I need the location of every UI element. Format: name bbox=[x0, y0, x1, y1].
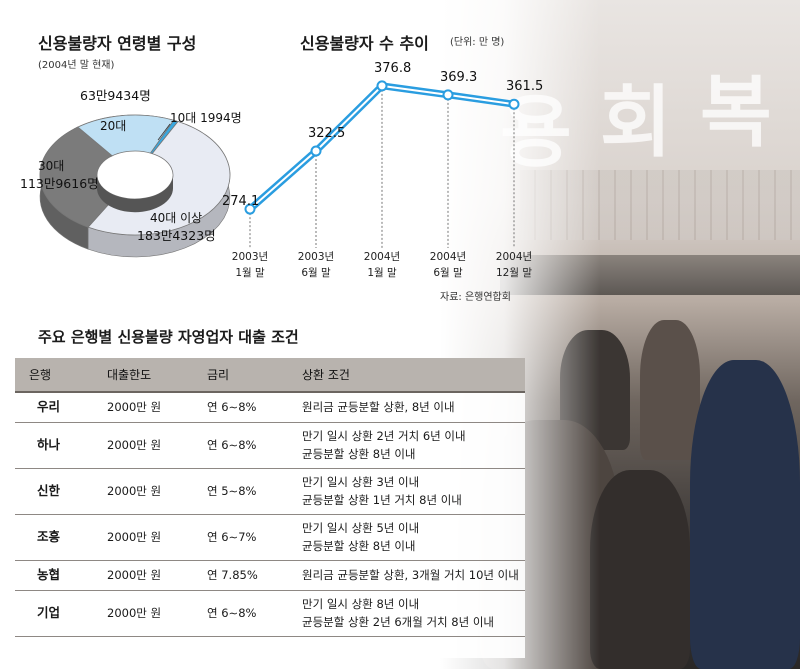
interest-rate: 연 6∼8% bbox=[193, 422, 288, 469]
loan-limit: 2000만 원 bbox=[93, 560, 193, 591]
donut-hole-wall bbox=[97, 175, 173, 213]
condition-line: 원리금 균등분할 상환, 8년 이내 bbox=[302, 400, 455, 415]
data-label: 322.5 bbox=[308, 126, 345, 141]
condition-line: 만기 일시 상환 5년 이내 bbox=[302, 521, 420, 535]
condition-line: 균등분할 상환 1년 거치 8년 이내 bbox=[302, 493, 462, 507]
x-tick-label: 2004년 bbox=[430, 251, 466, 263]
loan-limit: 2000만 원 bbox=[93, 590, 193, 637]
source-note: 자료: 은행연합회 bbox=[440, 292, 511, 303]
donut-slice bbox=[39, 126, 117, 228]
condition-line: 균등분할 상환 8년 이내 bbox=[302, 539, 416, 553]
bank-name: 농협 bbox=[15, 560, 93, 591]
bank-name: 신한 bbox=[15, 468, 93, 515]
data-point bbox=[508, 98, 520, 110]
donut-leader-line bbox=[157, 123, 171, 141]
x-tick-label: 1월 말 bbox=[367, 267, 397, 279]
condition-line: 원리금 균등분할 상환, 3개월 거치 10년 이내 bbox=[302, 568, 519, 582]
interest-rate: 연 6∼8% bbox=[193, 392, 288, 423]
donut-slice-label: 30대 bbox=[38, 159, 64, 173]
bank-name: 조흥 bbox=[15, 514, 93, 561]
interest-rate: 연 7.85% bbox=[193, 560, 288, 591]
loan-limit: 2000만 원 bbox=[93, 422, 193, 469]
header-limit: 대출한도 bbox=[93, 358, 193, 393]
header-rate: 금리 bbox=[193, 358, 288, 393]
repayment-condition: 원리금 균등분할 상환, 8년 이내 bbox=[288, 392, 525, 423]
table-row: 농협 2000만 원 연 7.85% 원리금 균등분할 상환, 3개월 거치 1… bbox=[15, 560, 525, 591]
loan-conditions-table: 은행 대출한도 금리 상환 조건 우리 2000만 원 연 6∼8% 원리금 균… bbox=[15, 358, 525, 637]
x-tick-label: 2003년 bbox=[298, 251, 334, 263]
donut-chart: 63만9434명 20대 10대 1994명 40대 이상 183만4323명 30대 11… bbox=[20, 88, 242, 258]
condition-line: 균등분할 상환 2년 6개월 거치 8년 이내 bbox=[302, 615, 495, 629]
donut-slice-label: 20대 bbox=[100, 119, 126, 133]
line-unit: (단위: 만 명) bbox=[450, 37, 505, 48]
loan-limit: 2000만 원 bbox=[93, 468, 193, 515]
condition-line: 만기 일시 상환 2년 거치 6년 이내 bbox=[302, 429, 466, 443]
bank-name: 기업 bbox=[15, 590, 93, 637]
loan-limit: 2000만 원 bbox=[93, 514, 193, 561]
loan-limit: 2000만 원 bbox=[93, 392, 193, 423]
bank-name: 우리 bbox=[15, 392, 93, 423]
donut-value-label: 113만9616명 bbox=[20, 176, 99, 191]
interest-rate: 연 5∼8% bbox=[193, 468, 288, 515]
table-header-row: 은행 대출한도 금리 상환 조건 bbox=[15, 358, 525, 393]
header-bank: 은행 bbox=[15, 358, 93, 393]
data-label: 376.8 bbox=[374, 61, 411, 76]
data-point bbox=[376, 80, 388, 92]
donut-title: 신용불량자 연령별 구성 bbox=[38, 34, 197, 53]
repayment-condition: 원리금 균등분할 상환, 3개월 거치 10년 이내 bbox=[288, 560, 525, 591]
x-tick-label: 2004년 bbox=[496, 251, 532, 263]
interest-rate: 연 6∼7% bbox=[193, 514, 288, 561]
data-point bbox=[244, 203, 256, 215]
x-tick-label: 1월 말 bbox=[235, 267, 265, 279]
data-label: 361.5 bbox=[506, 79, 543, 94]
header-conditions: 상환 조건 bbox=[288, 358, 525, 393]
donut-slice-label: 40대 이상 bbox=[150, 211, 202, 225]
background-photo: 용 회 복 bbox=[440, 0, 800, 669]
table-title: 주요 은행별 신용불량 자영업자 대출 조건 bbox=[38, 328, 299, 346]
data-label: 369.3 bbox=[440, 70, 477, 85]
x-tick-label: 6월 말 bbox=[433, 267, 463, 279]
data-label: 274.1 bbox=[222, 194, 259, 209]
x-tick-label: 12월 말 bbox=[496, 267, 532, 279]
donut-value-label: 63만9434명 bbox=[80, 88, 151, 103]
condition-line: 균등분할 상환 8년 이내 bbox=[302, 447, 416, 461]
bank-name: 하나 bbox=[15, 422, 93, 469]
condition-line: 만기 일시 상환 3년 이내 bbox=[302, 475, 420, 489]
condition-line: 만기 일시 상환 8년 이내 bbox=[302, 597, 420, 611]
donut-value-label: 183만4323명 bbox=[137, 228, 216, 243]
data-point bbox=[310, 145, 322, 157]
x-tick-label: 6월 말 bbox=[301, 267, 331, 279]
line-title: 신용불량자 수 추이 bbox=[300, 34, 429, 53]
table-row: 우리 2000만 원 연 6∼8% 원리금 균등분할 상환, 8년 이내 bbox=[15, 392, 525, 423]
x-tick-label: 2003년 bbox=[232, 251, 268, 263]
line-chart: 274.1 322.5 376.8 369.3 361.5 2003년 1월 말 2003년 6… bbox=[222, 61, 543, 279]
donut-slice-label: 10대 1994명 bbox=[170, 111, 242, 125]
data-point bbox=[442, 89, 454, 101]
x-tick-label: 2004년 bbox=[364, 251, 400, 263]
interest-rate: 연 6∼8% bbox=[193, 590, 288, 637]
donut-subtitle: (2004년 말 현재) bbox=[38, 60, 115, 71]
